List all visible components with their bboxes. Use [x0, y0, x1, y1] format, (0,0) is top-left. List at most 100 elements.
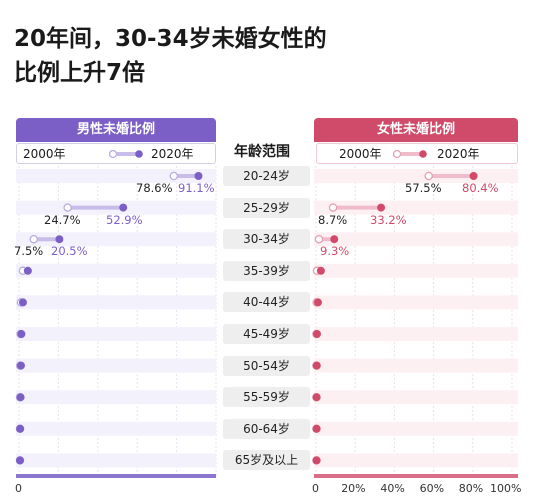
female-axis-bar: [314, 474, 518, 478]
male-row-band: [16, 327, 216, 341]
male-2000-point: [63, 203, 72, 212]
female-2020-point: [313, 298, 322, 307]
male-2020-point: [16, 424, 25, 433]
x-tick-label: 100%: [490, 482, 522, 495]
male-axis-bar: [16, 474, 216, 478]
male-plot-area: [16, 164, 216, 478]
male-2000-label: 24.7%: [44, 212, 81, 227]
male-2020-point: [194, 172, 203, 180]
female-row-band: [314, 327, 518, 341]
male-panel-header: 男性未婚比例: [16, 118, 216, 142]
female-2000-point: [328, 203, 338, 212]
x-tick-label: 60%: [419, 482, 445, 495]
female-2020-point: [330, 235, 339, 244]
title-line-1: 20年间，30-34岁未婚女性的: [14, 26, 327, 52]
legend-2020-label: 2020年: [437, 147, 480, 161]
female-2000-point: [312, 392, 321, 402]
female-2000-point: [312, 424, 321, 434]
female-2020-point: [316, 266, 325, 275]
age-range-label: 45-49岁: [223, 324, 310, 344]
age-range-label: 40-44岁: [223, 292, 310, 313]
title-line-2: 比例上升7倍: [14, 60, 146, 86]
male-2020-point: [23, 266, 32, 275]
female-2020-point: [312, 330, 321, 338]
female-2020-label: 33.2%: [370, 212, 407, 227]
male-2020-point: [18, 298, 27, 307]
legend-dumbbell-icon: [393, 149, 427, 159]
male-2000-label: 7.5%: [14, 244, 44, 259]
male-2020-point: [17, 330, 26, 338]
female-2020-point: [469, 172, 478, 180]
x-tick-label: 80%: [458, 482, 484, 495]
male-2000-point: [29, 234, 39, 244]
female-2000-label: 8.7%: [318, 212, 348, 227]
male-2000-point: [15, 361, 25, 370]
age-range-header: 年龄范围: [234, 144, 290, 160]
female-2000-point: [314, 234, 324, 244]
female-2020-point: [312, 424, 321, 433]
male-x-tick-label: 0: [15, 482, 22, 495]
legend-dumbbell-icon: [109, 149, 143, 159]
female-2000-point: [312, 361, 321, 370]
male-legend: 2000年 2020年: [16, 143, 216, 164]
female-2000-point: [312, 456, 321, 465]
female-2020-point: [312, 456, 321, 465]
male-2020-point: [119, 203, 128, 212]
male-2000-label: 78.6%: [136, 181, 173, 195]
x-tick-label: 40%: [380, 482, 405, 495]
female-row-band: [314, 453, 518, 468]
male-row-band: [16, 295, 216, 310]
female-2020-label: 80.4%: [462, 181, 499, 195]
male-row-band: [16, 263, 216, 278]
female-2000-point: [312, 266, 322, 276]
female-row-band: [314, 358, 518, 373]
male-2020-label: 52.9%: [106, 212, 143, 227]
age-range-label: 50-54岁: [223, 355, 310, 376]
male-row-band: [16, 390, 216, 405]
female-2020-label: 9.3%: [320, 244, 350, 259]
page-title: 20年间，30-34岁未婚女性的 比例上升7倍: [14, 22, 327, 90]
male-2000-point: [169, 171, 179, 181]
male-row-band: [16, 232, 216, 247]
legend-2020-label: 2020年: [151, 147, 194, 161]
male-2000-point: [15, 456, 25, 465]
male-row-band: [16, 453, 216, 468]
age-range-label: 20-24岁: [223, 166, 310, 186]
male-2020-point: [16, 361, 25, 370]
age-range-label: 30-34岁: [223, 229, 310, 250]
x-tick-label: 20%: [341, 482, 366, 495]
age-range-label: 65岁及以上: [223, 450, 310, 471]
male-2000-point: [16, 329, 25, 339]
male-2000-point: [15, 424, 25, 434]
female-plot-area: [314, 164, 518, 478]
female-2000-point: [312, 329, 321, 339]
male-2020-point: [15, 456, 24, 465]
male-row-band: [16, 421, 216, 436]
legend-2000-label: 2000年: [339, 147, 382, 161]
male-2020-label: 20.5%: [51, 244, 88, 259]
age-range-label: 60-64岁: [223, 418, 310, 439]
female-2020-point: [312, 361, 321, 370]
age-range-label: 55-59岁: [223, 387, 310, 408]
male-2020-point: [16, 393, 25, 402]
male-2020-label: 91.1%: [178, 181, 215, 195]
female-2000-point: [424, 171, 433, 181]
female-2020-point: [312, 393, 321, 402]
age-range-label: 35-39岁: [223, 260, 310, 281]
female-row-band: [314, 390, 518, 405]
male-row-band: [16, 358, 216, 373]
male-2000-point: [16, 298, 26, 307]
male-2000-point: [15, 392, 25, 402]
female-row-band: [314, 295, 518, 310]
legend-2000-label: 2000年: [23, 147, 66, 161]
female-2000-label: 57.5%: [405, 181, 442, 195]
female-legend: 2000年 2020年: [316, 143, 518, 164]
female-row-band: [314, 421, 518, 436]
male-2000-point: [18, 266, 28, 276]
female-2000-point: [312, 298, 321, 307]
male-2020-point: [55, 235, 64, 244]
female-2020-point: [377, 203, 386, 212]
age-range-label: 25-29岁: [223, 197, 310, 218]
x-tick-label: 0: [312, 482, 319, 495]
female-row-band: [314, 263, 518, 278]
